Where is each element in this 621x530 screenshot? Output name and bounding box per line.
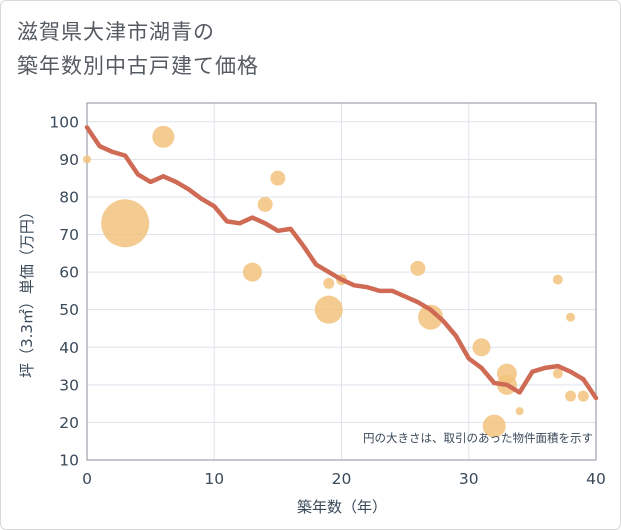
bubble-series <box>83 125 589 438</box>
y-tick-30: 30 <box>59 376 79 394</box>
chart-title-line-2: 築年数別中古戸建て価格 <box>17 54 259 78</box>
x-tick-40: 40 <box>586 470 606 488</box>
y-tick-10: 10 <box>59 452 79 470</box>
bubble-9 <box>410 260 426 276</box>
y-tick-20: 20 <box>59 414 79 432</box>
bubble-10 <box>418 304 444 330</box>
bubble-16 <box>552 274 563 285</box>
bubble-0 <box>83 155 91 164</box>
bubble-12 <box>482 414 506 438</box>
bubble-20 <box>577 390 589 402</box>
x-tick-20: 20 <box>332 470 352 488</box>
x-axis-label: 築年数（年） <box>297 498 387 516</box>
y-tick-50: 50 <box>59 301 79 319</box>
y-tick-90: 90 <box>59 151 79 169</box>
chart-title: 滋賀県大津市湖青の 築年数別中古戸建て価格 <box>17 15 259 83</box>
size-note: 円の大きさは、取引のあった物件面積を示す <box>363 431 593 445</box>
y-axis-label: 坪（3.3㎡）単価（万円） <box>18 204 36 378</box>
bubble-5 <box>270 170 286 186</box>
y-tick-40: 40 <box>59 339 79 357</box>
chart-title-line-1: 滋賀県大津市湖青の <box>17 20 215 44</box>
x-tick-0: 0 <box>82 470 92 488</box>
axes <box>86 102 597 461</box>
bubble-1 <box>101 199 150 248</box>
bubble-7 <box>323 277 335 289</box>
bubble-2 <box>152 125 175 148</box>
bubble-18 <box>566 312 576 322</box>
bubble-17 <box>552 368 563 379</box>
plot-border <box>86 102 597 461</box>
bubble-4 <box>257 196 273 212</box>
bubble-3 <box>242 262 262 282</box>
bubble-11 <box>472 338 491 357</box>
bubble-6 <box>314 295 343 324</box>
x-tick-30: 30 <box>459 470 479 488</box>
x-tick-10: 10 <box>204 470 224 488</box>
y-tick-70: 70 <box>59 226 79 244</box>
trend-line <box>84 125 599 401</box>
bubble-19 <box>565 390 577 402</box>
y-tick-60: 60 <box>59 264 79 282</box>
y-tick-80: 80 <box>59 188 79 206</box>
y-tick-100: 100 <box>49 113 79 131</box>
bubble-15 <box>515 407 524 416</box>
